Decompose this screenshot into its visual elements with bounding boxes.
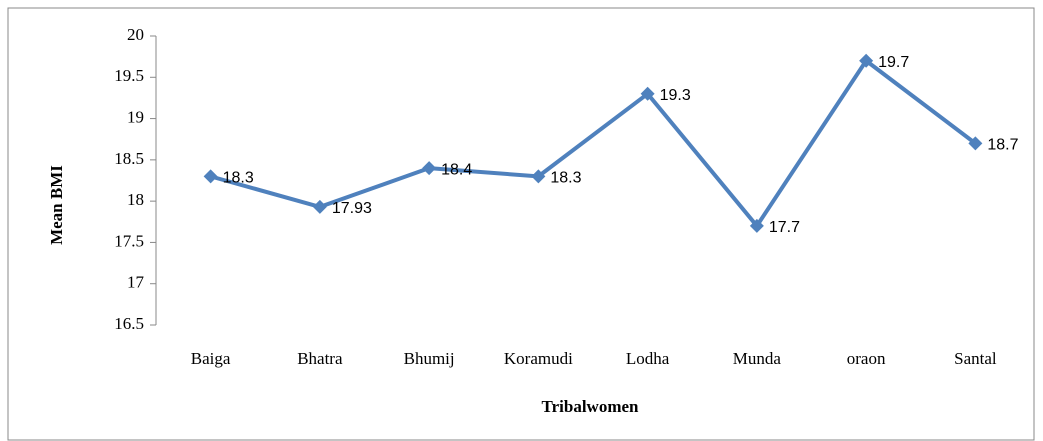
value-label: 17.93 — [332, 200, 372, 217]
x-tick-label: Munda — [733, 349, 782, 368]
x-axis-title: Tribalwomen — [542, 397, 640, 416]
data-marker — [531, 169, 546, 184]
x-tick-label: Koramudi — [504, 349, 573, 368]
value-label: 18.7 — [987, 137, 1018, 154]
data-marker — [422, 161, 437, 176]
y-tick-label: 19 — [127, 107, 144, 126]
value-label: 18.3 — [550, 170, 581, 187]
y-tick-label: 17 — [127, 273, 145, 292]
value-label: 18.3 — [223, 170, 254, 187]
y-tick-label: 18 — [127, 190, 144, 209]
data-marker — [640, 86, 655, 101]
y-tick-label: 19.5 — [114, 66, 144, 85]
value-label: 18.4 — [441, 161, 472, 178]
x-tick-label: Baiga — [191, 349, 231, 368]
y-tick-label: 18.5 — [114, 149, 144, 168]
data-marker — [859, 53, 874, 68]
y-tick-label: 17.5 — [114, 231, 144, 250]
y-axis-title: Mean BMI — [47, 165, 66, 245]
value-label: 17.7 — [769, 219, 800, 236]
data-marker — [968, 136, 983, 151]
x-tick-label: Santal — [954, 349, 997, 368]
data-marker — [312, 199, 327, 214]
chart-frame — [7, 7, 1035, 441]
y-tick-label: 20 — [127, 25, 144, 44]
x-tick-label: Bhumij — [404, 349, 455, 368]
value-label: 19.3 — [660, 87, 691, 104]
x-tick-label: oraon — [847, 349, 886, 368]
y-tick-label: 16.5 — [114, 314, 144, 333]
x-tick-label: Lodha — [626, 349, 670, 368]
data-marker — [749, 218, 764, 233]
data-line — [210, 58, 977, 228]
value-label: 19.7 — [878, 54, 909, 71]
data-marker — [203, 169, 218, 184]
x-tick-label: Bhatra — [297, 349, 343, 368]
